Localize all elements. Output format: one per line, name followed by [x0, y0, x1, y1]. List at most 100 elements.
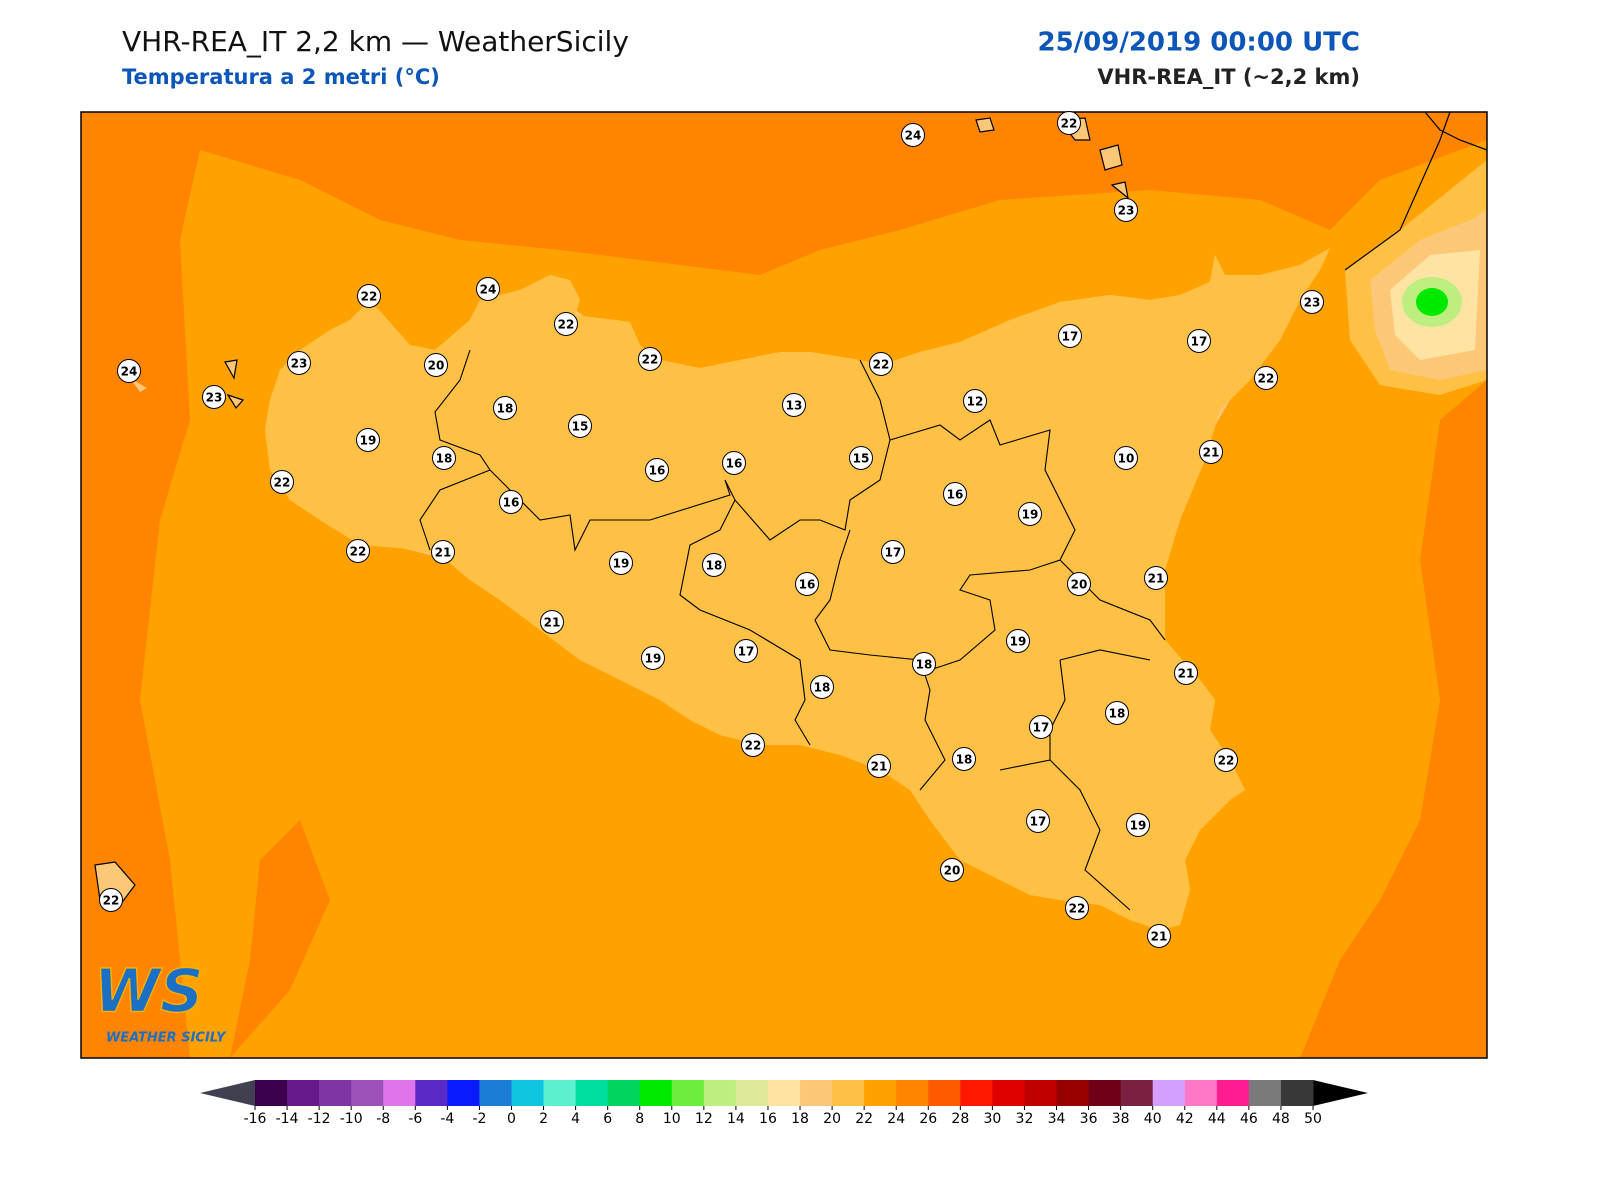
station-label: 21 — [435, 546, 452, 560]
station-label: 10 — [1118, 452, 1135, 466]
station-marker — [849, 446, 873, 470]
station-label: 21 — [1148, 572, 1165, 586]
logo: WS WEATHER SICILY — [93, 956, 227, 1046]
station-marker — [810, 675, 834, 699]
coastline — [94, 112, 1487, 906]
colorbar-segment — [255, 1080, 288, 1106]
station-marker — [424, 353, 448, 377]
station-label: 20 — [944, 864, 961, 878]
colorbar-tick-label: 40 — [1144, 1111, 1162, 1127]
station-label: 16 — [947, 488, 964, 502]
station-marker — [1029, 715, 1053, 739]
colorbar-tick-label: -4 — [440, 1111, 454, 1127]
station-marker — [1105, 701, 1129, 725]
colorbar-segment — [800, 1080, 833, 1106]
colorbar-segment — [415, 1080, 448, 1106]
colorbar: -16 -14 -12 -10 -8 -6 -4 -2 0 2 4 6 8 10 12 14 16 18 20 22 2… — [200, 1080, 1368, 1127]
station-label: 18 — [814, 681, 831, 695]
colorbar-tick-label: 22 — [855, 1111, 873, 1127]
station-label: 20 — [1071, 578, 1088, 592]
colorbar-segment — [767, 1080, 801, 1106]
station-label: 22 — [745, 739, 762, 753]
station-label: 21 — [1203, 446, 1220, 460]
station-marker — [357, 284, 381, 308]
station-label: 12 — [967, 395, 984, 409]
colorbar-tick-label: 2 — [539, 1111, 548, 1127]
station-marker — [1114, 198, 1138, 222]
station-marker — [476, 277, 500, 301]
colorbar-segment — [543, 1080, 577, 1106]
station-marker — [638, 347, 662, 371]
colorbar-segment — [1248, 1080, 1282, 1106]
colorbar-tick-label: -14 — [276, 1111, 299, 1127]
station-marker — [1058, 324, 1082, 348]
colorbar-tick-label: -6 — [408, 1111, 422, 1127]
station-marker — [1057, 111, 1081, 135]
station-label: 23 — [291, 357, 308, 371]
station-label: 18 — [497, 402, 514, 416]
colorbar-under — [200, 1080, 255, 1106]
colorbar-segment — [928, 1080, 961, 1106]
station-label: 19 — [645, 652, 662, 666]
station-marker — [202, 385, 226, 409]
station-label: 17 — [1191, 335, 1208, 349]
station-label: 18 — [916, 658, 933, 672]
station-label: 16 — [799, 578, 816, 592]
warm-sea — [81, 112, 1487, 1058]
colorbar-segment — [511, 1080, 545, 1106]
station-label: 23 — [1118, 204, 1135, 218]
colorbar-tick-label: 18 — [791, 1111, 809, 1127]
station-marker — [741, 733, 765, 757]
station-label: 22 — [1218, 754, 1235, 768]
station-marker — [963, 389, 987, 413]
station-marker — [1147, 924, 1171, 948]
station-marker — [1026, 809, 1050, 833]
station-marker — [952, 747, 976, 771]
station-label: 18 — [436, 452, 453, 466]
colorbar-tick-label: 24 — [887, 1111, 905, 1127]
warm-sea — [1300, 380, 1487, 1058]
station-marker — [568, 414, 592, 438]
colorbar-segment — [896, 1080, 929, 1106]
station-label: 22 — [1069, 902, 1086, 916]
logo-mark: WS — [94, 957, 203, 1027]
run-datetime: 25/09/2019 00:00 UTC — [1037, 28, 1360, 58]
colorbar-tick-label: 38 — [1112, 1111, 1130, 1127]
station-label: 16 — [503, 496, 520, 510]
colorbar-segment — [1184, 1080, 1218, 1106]
colorbar-tick-label: -12 — [308, 1111, 331, 1127]
station-marker — [432, 446, 456, 470]
colorbar-segment — [1120, 1080, 1154, 1106]
colorbar-tick-label: 14 — [727, 1111, 745, 1127]
station-marker — [734, 639, 758, 663]
colorbar-tick-label: 0 — [507, 1111, 516, 1127]
station-marker — [1199, 440, 1223, 464]
station-marker — [1114, 446, 1138, 470]
station-marker — [287, 351, 311, 375]
station-marker — [431, 540, 455, 564]
colorbar-segment — [1056, 1080, 1090, 1106]
station-marker — [117, 359, 141, 383]
station-label: 22 — [558, 318, 575, 332]
station-marker — [722, 451, 746, 475]
warm-sea — [230, 820, 330, 1058]
station-label: 13 — [786, 399, 803, 413]
station-marker — [869, 352, 893, 376]
station-marker — [1006, 629, 1030, 653]
station-label: 18 — [956, 753, 973, 767]
station-label: 22 — [361, 290, 378, 304]
station-label: 20 — [428, 359, 445, 373]
station-label: 24 — [480, 283, 497, 297]
station-marker — [1174, 661, 1198, 685]
colorbar-segment — [1280, 1080, 1314, 1106]
map-frame — [80, 111, 1488, 1059]
station-label: 21 — [1178, 667, 1195, 681]
station-marker — [493, 396, 517, 420]
colorbar-tick-label: 32 — [1016, 1111, 1034, 1127]
map-title: VHR-REA_IT 2,2 km — WeatherSicily — [122, 25, 629, 58]
colorbar-tick-label: -10 — [340, 1111, 363, 1127]
colorbar-tick-label: 4 — [571, 1111, 580, 1127]
station-marker — [1214, 748, 1238, 772]
station-label: 21 — [871, 760, 888, 774]
colorbar-segment — [1024, 1080, 1058, 1106]
